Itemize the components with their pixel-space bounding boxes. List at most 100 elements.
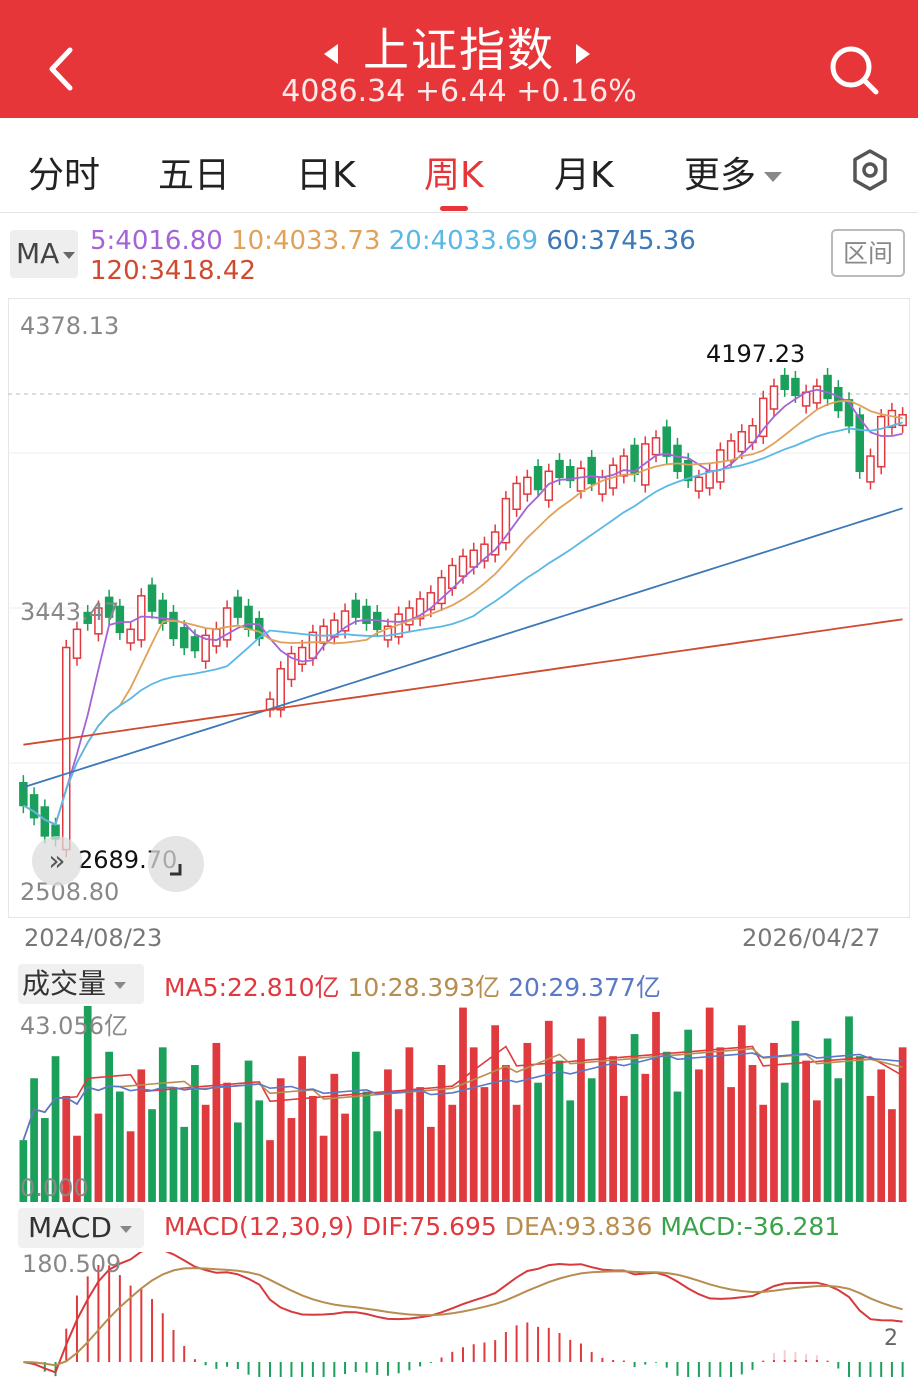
volume-bar [437,1065,446,1202]
volume-bar [845,1016,853,1202]
vol-ma10: 10:28.393亿 [347,973,501,1002]
volume-bar [523,1042,532,1202]
candle-body [823,374,832,400]
volume-bar [598,1016,607,1202]
candle-body [308,631,318,659]
ma-line-5 [22,388,903,826]
volume-bar [19,1140,28,1202]
candle-body [501,497,511,544]
candle-body [201,634,210,662]
candle-body [812,385,822,404]
volume-bar [62,1095,71,1202]
candle-body [780,374,789,390]
volume-bar [684,1029,693,1202]
candle-body [876,415,886,468]
fullscreen-icon[interactable] [148,836,204,892]
candle-body [576,467,586,492]
candle-body [458,555,468,577]
candle-body [587,456,596,485]
candle-body [147,584,157,612]
candle-body [448,564,457,590]
candle-body [233,596,243,618]
volume-bar [737,1025,746,1202]
macd-selector[interactable]: MACD [18,1208,144,1248]
candle-body [212,628,221,647]
candle-body [362,605,371,624]
gear-icon[interactable] [850,148,890,192]
tab-weekly-k[interactable]: 周K [424,155,484,196]
volume-axis-bottom: 0.000 [20,1174,89,1202]
tab-intraday[interactable]: 分时 [28,155,101,196]
candle-body [297,646,307,665]
candle-body [619,455,629,477]
volume-bar [855,1056,864,1202]
candle-body [126,628,135,644]
volume-bar [116,1091,124,1202]
volume-bar [223,1082,231,1202]
candle-body [737,431,747,453]
volume-bar [405,1047,414,1202]
volume-bar [298,1056,307,1202]
back-arrow-icon[interactable] [40,44,80,94]
candle-body [62,646,71,851]
date-end: 2026/04/27 [742,924,881,952]
volume-bar [877,1069,886,1202]
volume-bar [148,1109,156,1202]
range-button[interactable]: 区间 [831,229,905,277]
volume-bar [512,1104,521,1202]
tab-more[interactable]: 更多 [684,146,783,198]
ma10-value: 10:4033.73 [231,226,381,256]
volume-bar [673,1091,682,1202]
prev-index-icon[interactable] [324,44,338,64]
candle-body [94,607,103,635]
expand-left-icon[interactable]: » [32,836,82,886]
volume-bar [276,1078,285,1202]
vol-ma20: 20:29.377亿 [508,973,661,1002]
search-icon[interactable] [828,44,880,96]
volume-bar [459,1007,467,1202]
tab-monthly-k[interactable]: 月K [554,155,614,196]
period-tabs: 分时 五日 日K 周K 月K 更多 [0,120,918,213]
volume-bar [373,1131,382,1202]
volume-bar [823,1038,832,1202]
volume-bar [716,1047,725,1202]
candle-body [673,444,682,473]
price-axis-bottom: 2508.80 [20,878,120,906]
tab-daily-k[interactable]: 日K [296,155,356,196]
candle-body [555,459,564,479]
volume-bar [759,1104,768,1202]
ma-selector[interactable]: MA [10,230,78,278]
volume-bar [448,1104,457,1202]
volume-bar [169,1087,178,1202]
volume-bar [73,1135,81,1202]
volume-selector[interactable]: 成交量 [18,964,144,1004]
candle-body [716,449,725,483]
volume-bar [394,1109,403,1202]
volume-bar [491,1025,500,1202]
volume-bar [770,1042,778,1202]
candle-body [179,627,189,649]
candle-body [694,476,704,492]
price-axis-top: 4378.13 [20,312,120,340]
volume-bar [662,1051,671,1202]
macd-chart[interactable] [8,1252,910,1377]
volume-bar [244,1060,253,1202]
volume-bar [812,1100,821,1202]
candlestick-chart[interactable] [8,298,910,918]
price-axis-mid: 3443.47 [20,598,120,626]
volume-bar [609,1056,617,1202]
volume-chart[interactable] [8,1006,910,1202]
macd-legend: MACD(12,30,9) DIF:75.695 DEA:93.836 MACD… [164,1212,840,1241]
volume-bar [802,1060,810,1202]
volume-bar [94,1113,103,1202]
candle-body [19,781,28,807]
candle-body [158,599,168,624]
volume-ma10-line [22,1047,903,1141]
volume-bar [695,1069,703,1202]
tab-five-day[interactable]: 五日 [158,155,231,196]
volume-bar [641,1073,650,1202]
next-index-icon[interactable] [576,44,590,64]
macd-dif: DIF:75.695 [361,1212,497,1241]
chevron-down-icon [764,172,783,182]
volume-bar [727,1087,735,1202]
